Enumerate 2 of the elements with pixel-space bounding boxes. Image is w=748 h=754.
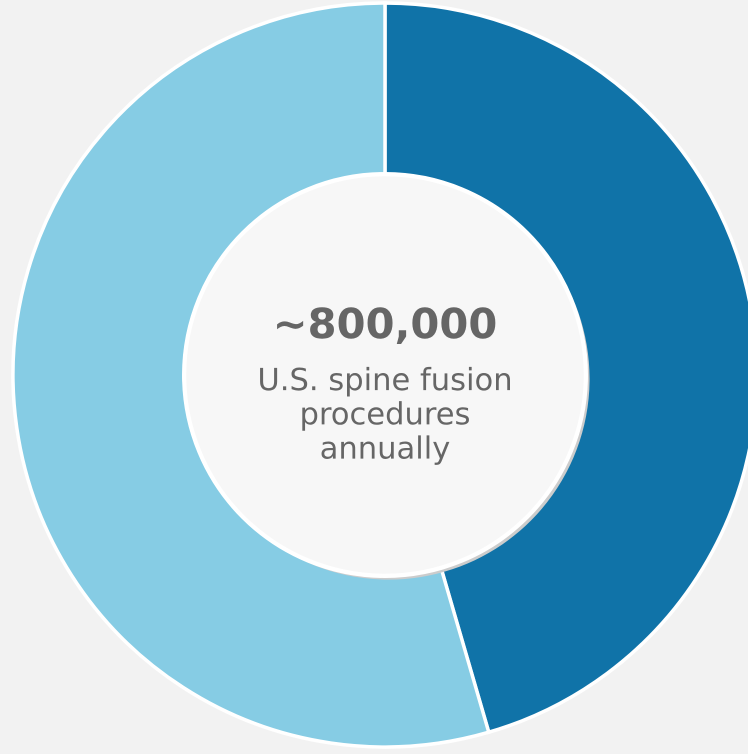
text: ~800,000 — [277, 307, 496, 344]
text: U.S. spine fusion procedures annually — [260, 366, 510, 465]
